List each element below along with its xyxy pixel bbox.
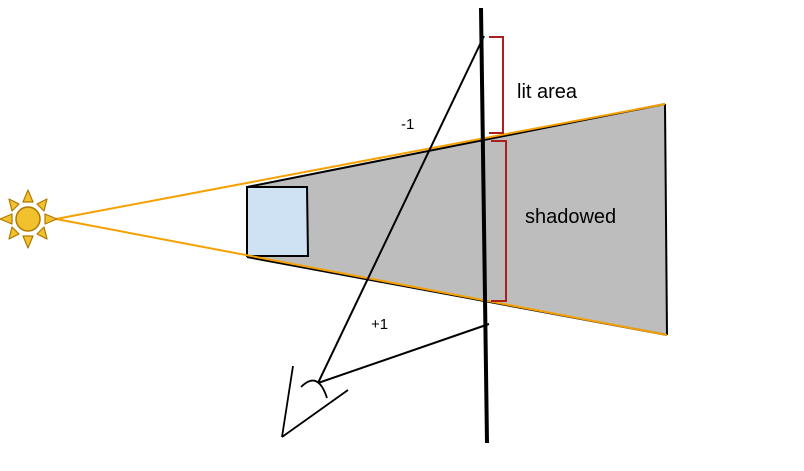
shadowed-bracket [491,140,507,302]
shadow-volume [247,104,667,335]
view-ray-lower [317,323,490,384]
light-ray-bottom [55,218,668,336]
lit-area-bracket [489,36,504,134]
receiver-wall [479,7,489,444]
lit-area-label: lit area [517,81,578,103]
sun-icon [0,189,58,249]
occluder-box [246,186,310,257]
shadowed-label: shadowed [525,206,616,228]
eye-icon [281,365,349,438]
minus-one-label: -1 [401,116,414,133]
shadow-volume-far-cap [664,103,668,336]
light-ray-top [55,103,666,220]
plus-one-label: +1 [371,316,388,333]
view-ray-upper [317,35,485,384]
